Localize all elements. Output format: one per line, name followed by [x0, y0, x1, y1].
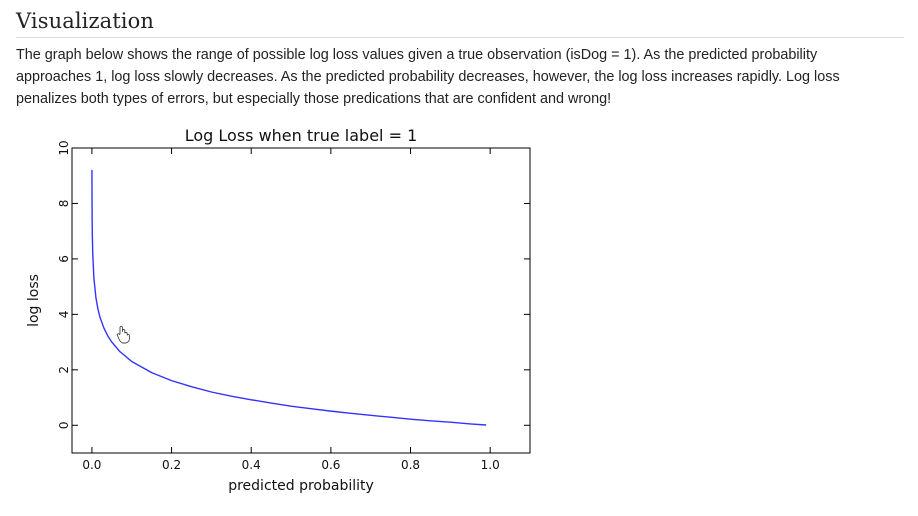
- section-heading: Visualization: [16, 9, 154, 33]
- chart-title: Log Loss when true label = 1: [185, 126, 418, 145]
- chart-canvas: Log Loss when true label = 1 log loss pr…: [26, 126, 531, 494]
- plot-frame: [71, 147, 531, 454]
- hand-cursor-icon: [116, 325, 130, 344]
- axis-ticks: 0.0 0.2 0.4 0.6 0.8 1.0 0 2 4 6 8 10: [57, 140, 530, 472]
- y-tick-label: 4: [57, 311, 71, 319]
- x-axis-label: predicted probability: [228, 478, 374, 494]
- x-tick-label: 0.8: [401, 458, 420, 472]
- y-tick-label: 10: [57, 140, 71, 155]
- log-loss-chart: Log Loss when true label = 1 log loss pr…: [0, 118, 560, 508]
- y-tick-label: 2: [57, 366, 71, 374]
- y-tick-label: 0: [57, 421, 71, 429]
- x-tick-label: 0.4: [242, 458, 261, 472]
- x-tick-label: 0.0: [82, 458, 101, 472]
- y-tick-label: 8: [57, 200, 71, 208]
- x-tick-label: 0.6: [321, 458, 340, 472]
- intro-paragraph: The graph below shows the range of possi…: [16, 47, 840, 107]
- x-tick-label: 0.2: [162, 458, 181, 472]
- plot-area: [91, 169, 487, 426]
- x-tick-label: 1.0: [481, 458, 500, 472]
- log-loss-line: [91, 169, 487, 426]
- heading-divider: [16, 37, 904, 38]
- y-axis-label-group: log loss: [26, 274, 42, 327]
- y-axis-label: log loss: [26, 274, 42, 327]
- y-tick-label: 6: [57, 255, 71, 263]
